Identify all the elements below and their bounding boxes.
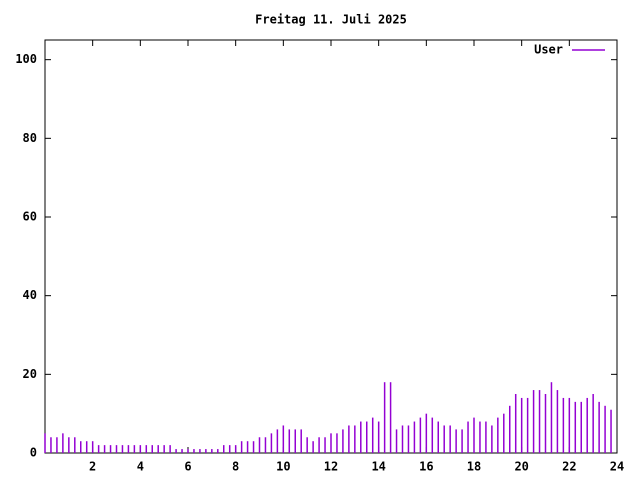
x-tick-label: 14 (371, 460, 385, 474)
y-tick-label: 20 (23, 367, 37, 381)
x-tick-label: 10 (276, 460, 290, 474)
legend-label: User (534, 43, 563, 57)
chart-title: Freitag 11. Juli 2025 (255, 13, 407, 27)
y-tick-label: 40 (23, 288, 37, 302)
x-tick-label: 16 (419, 460, 433, 474)
y-tick-label: 100 (15, 52, 37, 66)
y-tick-label: 0 (30, 446, 37, 460)
x-tick-label: 22 (562, 460, 576, 474)
x-tick-label: 24 (610, 460, 624, 474)
x-tick-label: 20 (514, 460, 528, 474)
plot-frame (44, 39, 618, 454)
x-tick-label: 4 (137, 460, 144, 474)
x-tick-label: 18 (467, 460, 481, 474)
x-tick-label: 12 (324, 460, 338, 474)
x-tick-label: 8 (232, 460, 239, 474)
y-tick-label: 60 (23, 210, 37, 224)
y-tick-label: 80 (23, 131, 37, 145)
x-tick-label: 6 (184, 460, 191, 474)
x-tick-label: 2 (89, 460, 96, 474)
